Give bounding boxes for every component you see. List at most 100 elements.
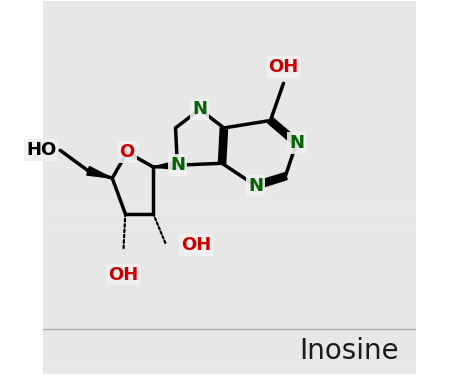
Bar xyxy=(44,255,415,258)
Bar xyxy=(44,91,415,94)
Bar xyxy=(44,117,415,120)
Bar xyxy=(44,321,415,325)
Bar xyxy=(44,370,415,374)
Bar xyxy=(44,16,415,20)
Bar xyxy=(44,68,415,72)
Bar xyxy=(44,336,415,340)
Bar xyxy=(44,228,415,232)
Bar xyxy=(44,199,415,202)
Bar xyxy=(44,366,415,370)
Text: N: N xyxy=(170,156,185,174)
Bar xyxy=(44,325,415,329)
Bar xyxy=(44,98,415,102)
Bar xyxy=(44,348,415,351)
Bar xyxy=(44,307,415,310)
Text: HO: HO xyxy=(26,141,56,159)
Bar xyxy=(44,303,415,307)
Bar xyxy=(44,2,415,5)
Bar xyxy=(44,217,415,221)
Bar xyxy=(44,262,415,266)
Bar xyxy=(44,132,415,135)
Bar xyxy=(44,128,415,132)
Bar xyxy=(44,87,415,91)
Bar xyxy=(44,269,415,273)
Bar xyxy=(44,20,415,24)
Bar xyxy=(44,120,415,124)
Text: Inosine: Inosine xyxy=(299,337,398,365)
Bar xyxy=(44,154,415,158)
Bar xyxy=(44,165,415,169)
Bar xyxy=(44,64,415,68)
Bar xyxy=(44,169,415,172)
Bar xyxy=(44,102,415,106)
Text: N: N xyxy=(192,100,207,118)
Bar xyxy=(44,35,415,39)
Bar xyxy=(44,124,415,128)
Bar xyxy=(44,221,415,225)
Bar xyxy=(44,72,415,76)
Bar xyxy=(44,184,415,188)
Bar xyxy=(44,143,415,147)
Bar xyxy=(44,314,415,318)
Bar xyxy=(44,292,415,296)
Bar xyxy=(44,12,415,16)
Bar xyxy=(44,39,415,42)
Bar xyxy=(44,94,415,98)
Bar xyxy=(44,340,415,344)
Bar xyxy=(44,150,415,154)
Bar xyxy=(44,296,415,299)
Bar xyxy=(44,251,415,255)
Bar xyxy=(44,42,415,46)
Bar xyxy=(44,24,415,27)
Bar xyxy=(44,213,415,217)
Bar xyxy=(44,299,415,303)
Bar xyxy=(44,351,415,355)
Bar xyxy=(44,363,415,366)
Bar xyxy=(44,113,415,117)
Text: OH: OH xyxy=(108,266,139,284)
Bar xyxy=(44,46,415,50)
Bar xyxy=(44,243,415,247)
Bar xyxy=(44,5,415,9)
Bar xyxy=(44,188,415,191)
Bar xyxy=(44,27,415,31)
Bar xyxy=(44,210,415,213)
Bar xyxy=(44,247,415,251)
Bar xyxy=(44,135,415,139)
Bar xyxy=(44,359,415,363)
Bar xyxy=(44,172,415,176)
Bar xyxy=(44,61,415,64)
Text: N: N xyxy=(289,134,304,152)
Bar xyxy=(44,225,415,228)
Bar xyxy=(44,195,415,199)
Bar xyxy=(44,284,415,288)
Bar xyxy=(44,147,415,150)
Bar xyxy=(44,266,415,269)
Bar xyxy=(44,76,415,80)
Bar xyxy=(44,176,415,180)
Bar xyxy=(44,258,415,262)
Bar xyxy=(44,344,415,348)
Bar xyxy=(44,329,415,333)
Bar xyxy=(44,191,415,195)
Bar xyxy=(44,310,415,314)
Bar xyxy=(44,277,415,280)
Polygon shape xyxy=(153,161,178,170)
Bar xyxy=(44,9,415,12)
Bar xyxy=(44,288,415,292)
Bar xyxy=(44,110,415,113)
Bar xyxy=(44,80,415,83)
Bar xyxy=(44,139,415,143)
Bar xyxy=(44,333,415,336)
Bar xyxy=(44,240,415,243)
Bar xyxy=(44,318,415,321)
Bar xyxy=(44,106,415,109)
Bar xyxy=(44,83,415,87)
Text: O: O xyxy=(119,143,135,161)
Bar xyxy=(44,158,415,162)
Bar xyxy=(44,202,415,206)
Polygon shape xyxy=(87,166,112,178)
Bar xyxy=(44,180,415,184)
Bar xyxy=(44,280,415,284)
Bar xyxy=(44,232,415,236)
